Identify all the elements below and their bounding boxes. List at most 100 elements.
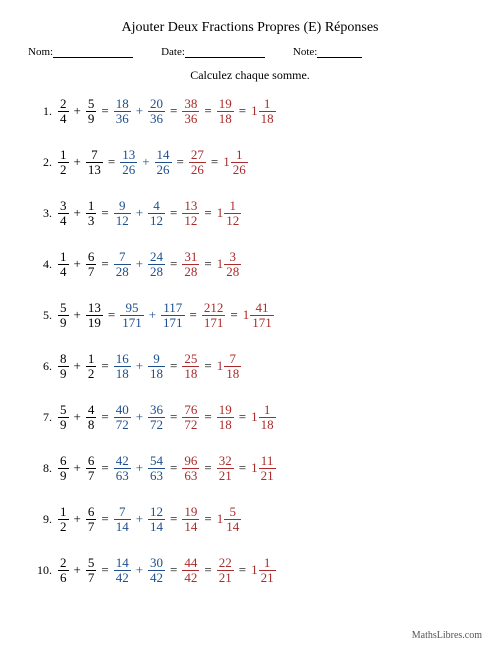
equals-sign: = xyxy=(165,460,182,476)
fraction: 714 xyxy=(114,505,131,533)
header-fields: Nom: Date: Note: xyxy=(28,46,472,58)
fraction: 912 xyxy=(114,199,131,227)
fraction: 59 xyxy=(58,301,69,329)
denominator: 36 xyxy=(114,112,131,126)
numerator: 14 xyxy=(155,148,172,163)
fraction: 67 xyxy=(86,250,97,278)
denominator: 28 xyxy=(114,265,131,279)
page-title: Ajouter Deux Fractions Propres (E) Répon… xyxy=(28,20,472,36)
denominator: 28 xyxy=(148,265,165,279)
equals-sign: = xyxy=(96,409,113,425)
problem-row: 4.14+67=728+2428=3128=1328 xyxy=(32,246,472,282)
date-line xyxy=(185,46,265,58)
fraction: 118 xyxy=(259,97,276,125)
equals-sign: = xyxy=(206,154,223,170)
numerator: 27 xyxy=(189,148,206,163)
fraction: 1214 xyxy=(148,505,165,533)
denominator: 72 xyxy=(148,418,165,432)
denominator: 9 xyxy=(86,112,97,126)
name-line xyxy=(53,46,133,58)
denominator: 4 xyxy=(58,112,69,126)
numerator: 5 xyxy=(86,556,97,571)
denominator: 7 xyxy=(86,520,97,534)
problem-number: 4. xyxy=(32,257,58,272)
problem-number: 6. xyxy=(32,359,58,374)
fraction: 13 xyxy=(86,199,97,227)
fraction: 1319 xyxy=(86,301,103,329)
whole-part: 1 xyxy=(251,103,259,119)
numerator: 1 xyxy=(259,97,276,112)
plus-sign: + xyxy=(131,205,148,221)
problem-row: 6.89+12=1618+918=2518=1718 xyxy=(32,348,472,384)
numerator: 76 xyxy=(182,403,199,418)
fraction: 328 xyxy=(224,250,241,278)
denominator: 18 xyxy=(259,418,276,432)
problem-number: 2. xyxy=(32,155,58,170)
problem-number: 5. xyxy=(32,308,58,323)
fraction: 918 xyxy=(148,352,165,380)
problem-row: 8.69+67=4263+5463=9663=3221=11121 xyxy=(32,450,472,486)
denominator: 12 xyxy=(224,214,241,228)
numerator: 32 xyxy=(217,454,234,469)
fraction: 3221 xyxy=(217,454,234,482)
numerator: 20 xyxy=(148,97,165,112)
equals-sign: = xyxy=(172,154,189,170)
numerator: 54 xyxy=(148,454,165,469)
problem-row: 10.26+57=1442+3042=4442=2221=1121 xyxy=(32,552,472,588)
plus-sign: + xyxy=(131,460,148,476)
numerator: 1 xyxy=(58,250,69,265)
equals-sign: = xyxy=(199,460,216,476)
equals-sign: = xyxy=(199,409,216,425)
denominator: 2 xyxy=(58,520,69,534)
denominator: 6 xyxy=(58,571,69,585)
numerator: 9 xyxy=(114,199,131,214)
denominator: 2 xyxy=(58,163,69,177)
equals-sign: = xyxy=(96,358,113,374)
numerator: 3 xyxy=(58,199,69,214)
equals-sign: = xyxy=(165,358,182,374)
denominator: 9 xyxy=(58,469,69,483)
denominator: 18 xyxy=(114,367,131,381)
problem-number: 1. xyxy=(32,104,58,119)
problem-row: 2.12+713=1326+1426=2726=1126 xyxy=(32,144,472,180)
fraction: 12 xyxy=(58,505,69,533)
problem-row: 5.59+1319=95171+117171=212171=141171 xyxy=(32,297,472,333)
numerator: 14 xyxy=(114,556,131,571)
fraction: 2518 xyxy=(182,352,199,380)
plus-sign: + xyxy=(69,460,86,476)
denominator: 14 xyxy=(182,520,199,534)
denominator: 21 xyxy=(259,571,276,585)
whole-part: 1 xyxy=(251,409,259,425)
fraction: 1312 xyxy=(182,199,199,227)
fraction: 412 xyxy=(148,199,165,227)
fraction: 12 xyxy=(58,148,69,176)
denominator: 42 xyxy=(148,571,165,585)
fraction: 12 xyxy=(86,352,97,380)
fraction: 57 xyxy=(86,556,97,584)
fraction: 4072 xyxy=(114,403,131,431)
denominator: 14 xyxy=(224,520,241,534)
equals-sign: = xyxy=(225,307,242,323)
denominator: 9 xyxy=(58,418,69,432)
note-field: Note: xyxy=(293,46,362,58)
mixed-number: 1718 xyxy=(217,352,242,380)
plus-sign: + xyxy=(69,256,86,272)
denominator: 171 xyxy=(120,316,144,330)
equals-sign: = xyxy=(165,205,182,221)
numerator: 25 xyxy=(182,352,199,367)
numerator: 5 xyxy=(224,505,241,520)
problem-list: 1.24+59=1836+2036=3836=1918=11182.12+713… xyxy=(28,93,472,588)
equals-sign: = xyxy=(234,103,251,119)
fraction: 59 xyxy=(58,403,69,431)
plus-sign: + xyxy=(131,256,148,272)
denominator: 19 xyxy=(86,316,103,330)
equals-sign: = xyxy=(234,409,251,425)
numerator: 13 xyxy=(120,148,137,163)
fraction: 1618 xyxy=(114,352,131,380)
fraction: 14 xyxy=(58,250,69,278)
numerator: 36 xyxy=(148,403,165,418)
fraction: 718 xyxy=(224,352,241,380)
numerator: 2 xyxy=(58,97,69,112)
numerator: 12 xyxy=(148,505,165,520)
fraction: 69 xyxy=(58,454,69,482)
